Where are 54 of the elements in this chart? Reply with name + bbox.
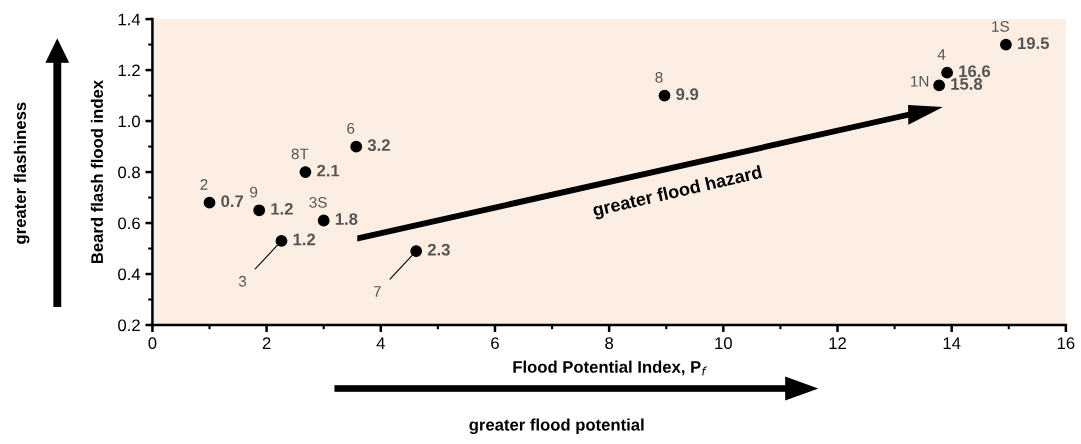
point [658, 89, 671, 102]
annotation: 2.3 [427, 243, 450, 256]
annotation: 3 [238, 275, 247, 287]
annotation: 3.2 [367, 139, 390, 152]
point [203, 196, 216, 209]
point [317, 214, 330, 227]
text: greater flashiness [13, 102, 30, 244]
point [933, 79, 946, 92]
annotation: 4 [937, 49, 946, 60]
text: greater flood potential [469, 418, 644, 435]
x-tick-label: 2 [262, 337, 271, 349]
annotation: 16.6 [959, 65, 991, 78]
x-axis-title: Flood Potential Index, P$_{f}$ [513, 360, 707, 376]
x-tick-label: 12 [829, 337, 846, 349]
annotation: 1N [911, 76, 929, 87]
annotation: 9 [250, 186, 258, 198]
x-tick-label: 4 [376, 337, 385, 349]
y-tick-label: 1.0 [118, 115, 140, 128]
annotation: 6 [347, 123, 355, 134]
point [410, 245, 423, 257]
annotation: 7 [373, 286, 381, 297]
annotation: 1.2 [293, 233, 316, 246]
y-tick-label: 0.2 [118, 319, 140, 332]
annotation: 15.8 [951, 78, 983, 90]
annotation: 2 [200, 179, 208, 190]
y-tick-label: 0.4 [118, 268, 141, 281]
x-tick-label: 14 [943, 337, 961, 349]
point [253, 204, 266, 217]
annotation: 3S [309, 196, 327, 208]
point [299, 166, 312, 178]
point [350, 140, 363, 153]
y-tick-label: 0.6 [118, 217, 140, 230]
x-tick-label: 6 [491, 337, 499, 350]
point [941, 66, 954, 79]
annotation: 1.2 [271, 202, 293, 215]
y-axis-title: Beard flash flood index [90, 80, 104, 264]
point [1000, 38, 1012, 51]
annotation: 8 [655, 72, 663, 83]
annotation: greater flood hazard [591, 164, 763, 221]
annotation: 0.7 [221, 195, 244, 208]
annotation: 9.9 [676, 88, 699, 101]
x-tick-label: 0 [148, 337, 157, 350]
annotation: 1.8 [335, 213, 358, 225]
annotation: 2.1 [317, 164, 340, 177]
y-tick-label: 0.8 [118, 166, 140, 179]
annotation: 19.5 [1018, 37, 1050, 50]
annotation: 1S [992, 21, 1010, 32]
y-tick-label: 1.4 [118, 13, 141, 26]
point [275, 234, 288, 247]
x-tick-label: 8 [605, 337, 614, 350]
x-tick-label: 10 [715, 337, 732, 350]
x-tick-label: 16 [1057, 337, 1075, 350]
annotation: 8T [291, 148, 309, 160]
y-tick-label: 1.2 [118, 64, 140, 77]
